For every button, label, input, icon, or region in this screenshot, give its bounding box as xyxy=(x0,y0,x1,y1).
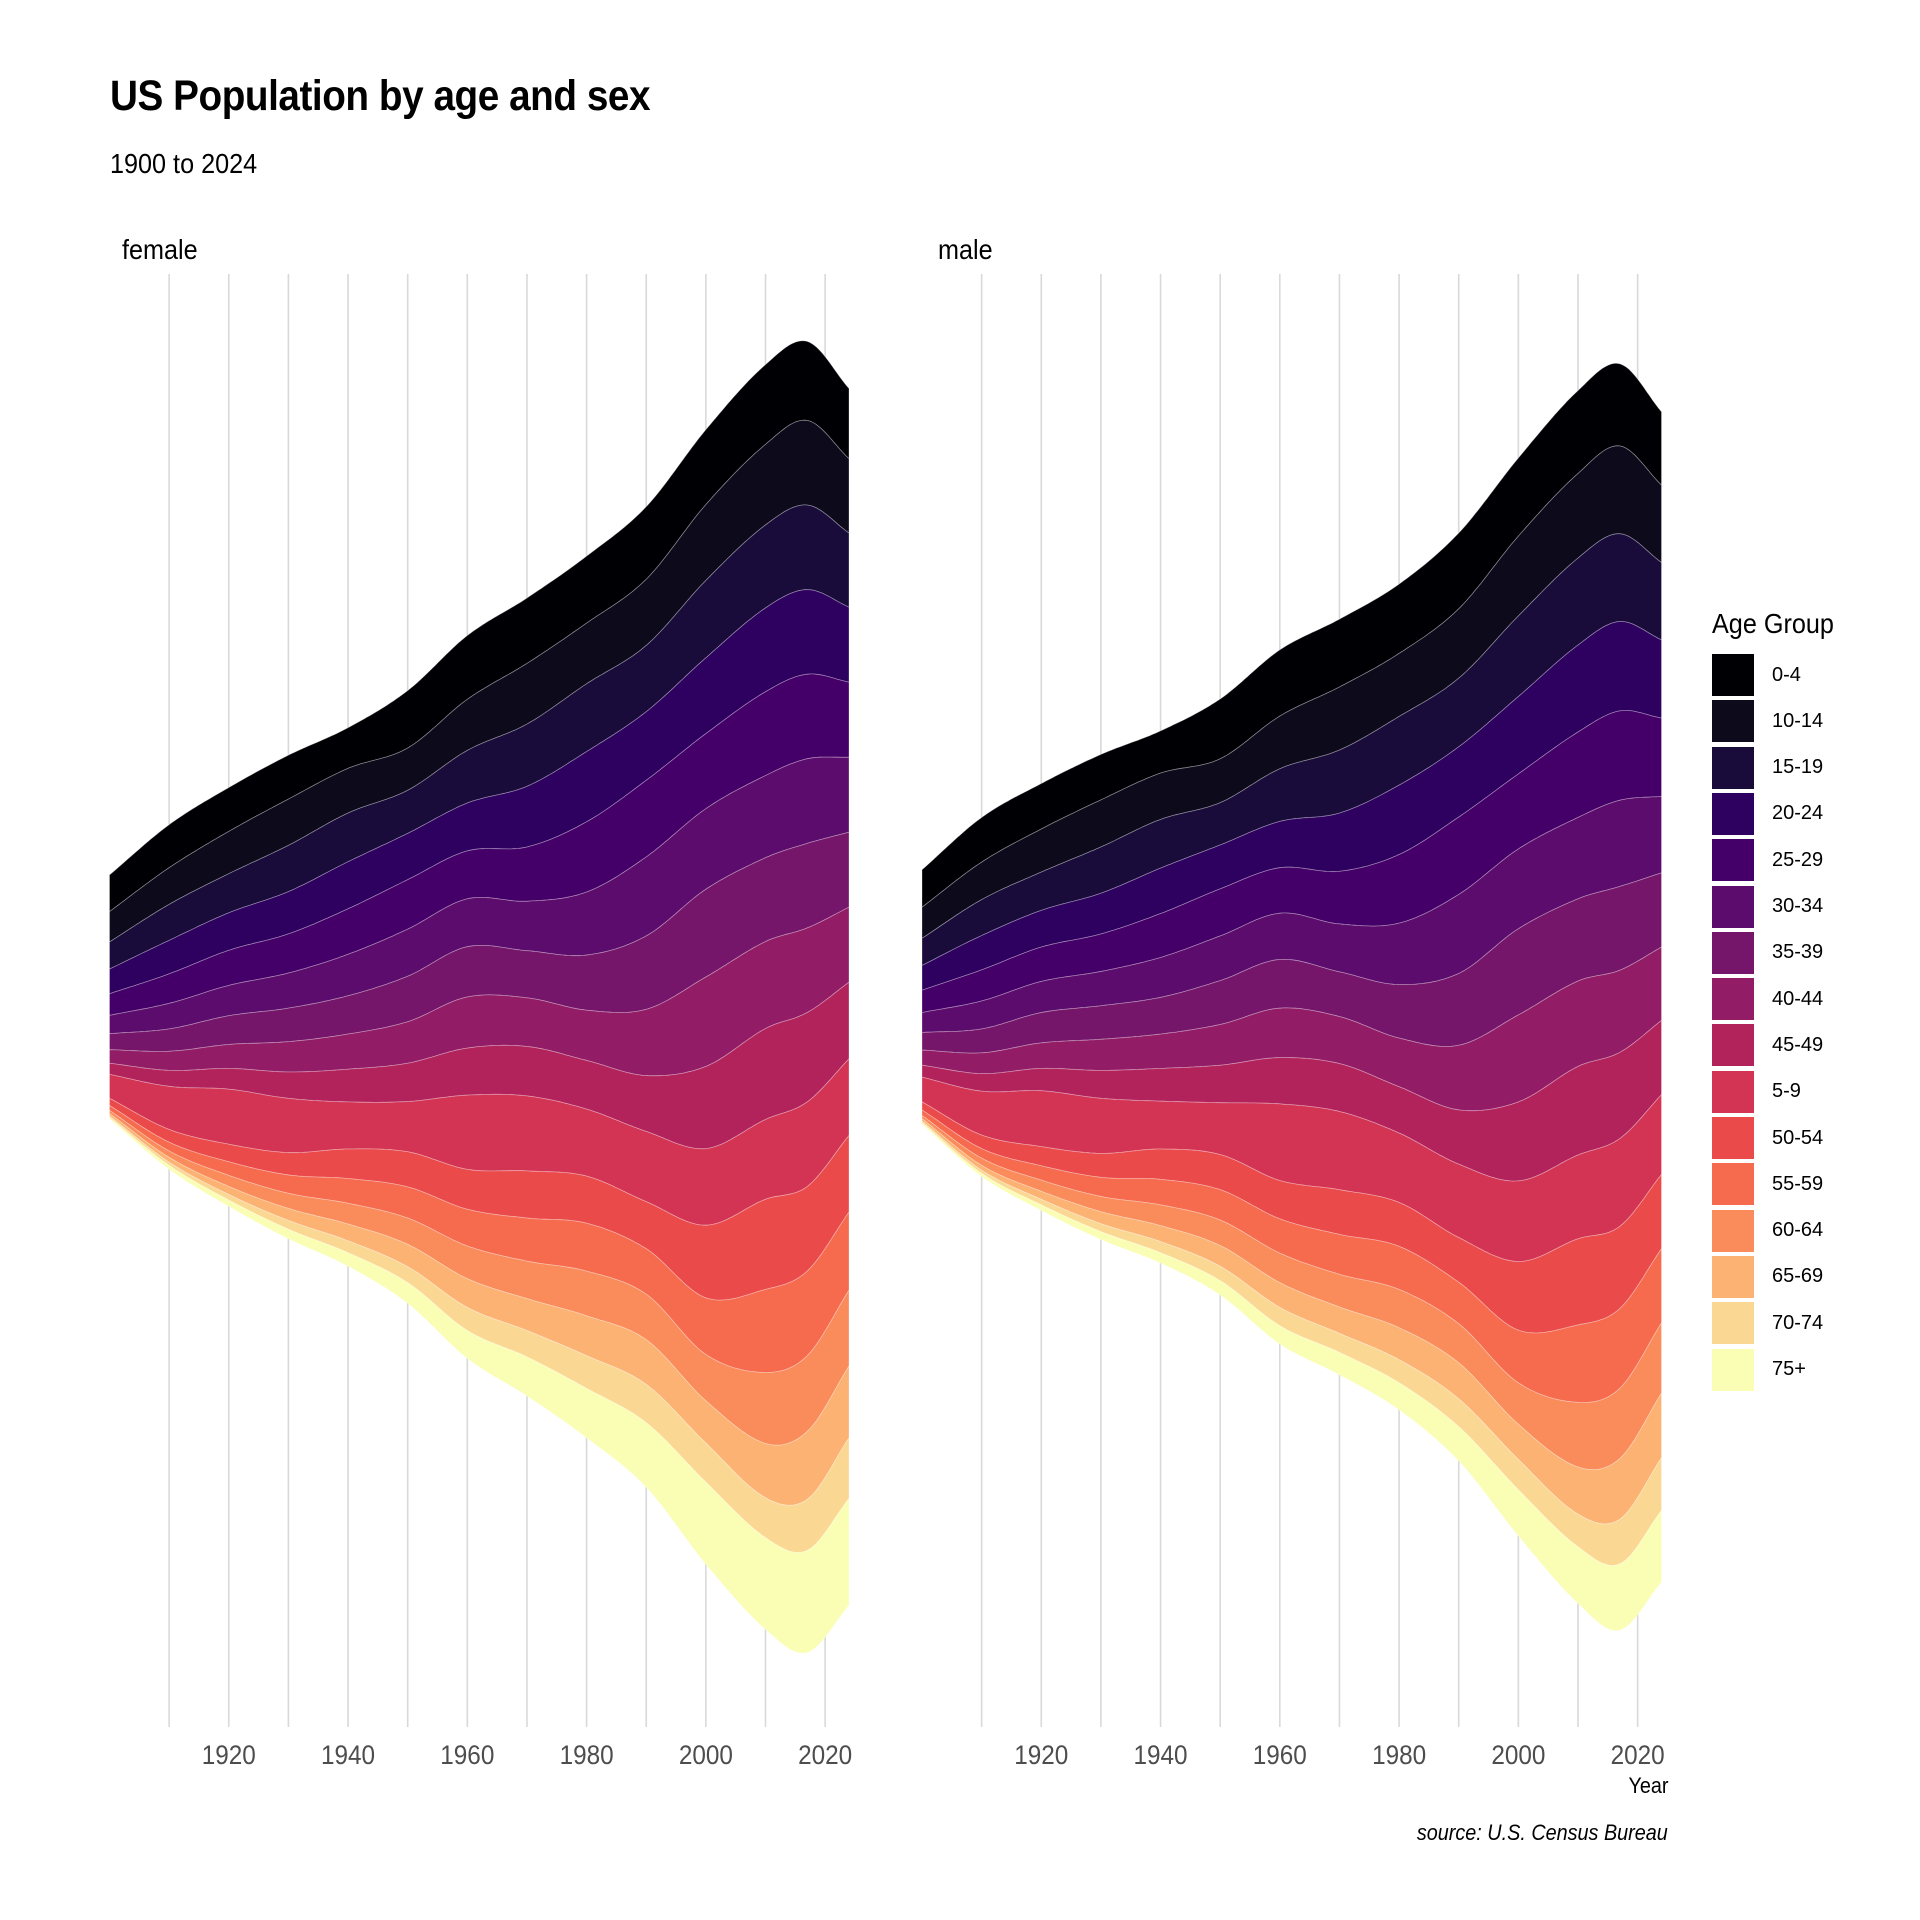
legend-item: 5-9 xyxy=(1712,1070,1801,1113)
legend-item: 0-4 xyxy=(1712,654,1801,696)
legend-label: 35-39 xyxy=(1772,941,1824,964)
chart-caption: source: U.S. Census Bureau xyxy=(1417,1820,1668,1845)
x-tick-label-1920: 1920 xyxy=(202,1741,256,1770)
legend-item: 65-69 xyxy=(1712,1255,1824,1298)
legend-item: 45-49 xyxy=(1712,1024,1824,1067)
legend-label: 75+ xyxy=(1772,1358,1806,1380)
x-tick-label-2020: 2020 xyxy=(1611,1741,1665,1770)
legend-label: 5-9 xyxy=(1772,1080,1801,1103)
legend-key-swatch xyxy=(1712,978,1754,1021)
x-tick-label-1940: 1940 xyxy=(321,1741,375,1770)
legend-key-swatch xyxy=(1712,654,1754,696)
legend-item: 20-24 xyxy=(1712,792,1824,835)
x-tick-label-2000: 2000 xyxy=(1491,1741,1545,1770)
x-axis-label: Year xyxy=(1627,1773,1668,1798)
legend-label: 10-14 xyxy=(1772,709,1824,732)
legend-key-swatch xyxy=(1712,931,1754,974)
legend-item: 30-34 xyxy=(1712,885,1824,928)
legend-item: 75+ xyxy=(1712,1348,1806,1391)
legend-label: 20-24 xyxy=(1772,802,1824,825)
chart-subtitle: 1900 to 2024 xyxy=(110,148,258,179)
legend-label: 65-69 xyxy=(1772,1265,1824,1288)
x-tick-label-1980: 1980 xyxy=(1372,1741,1426,1770)
panel-male: 1920 1940 1960 1980 2000 2020 xyxy=(921,274,1665,1770)
legend-label: 15-19 xyxy=(1772,756,1824,779)
x-tick-label-1940: 1940 xyxy=(1134,1741,1188,1770)
legend-key-swatch xyxy=(1712,1255,1754,1298)
x-tick-label-2020: 2020 xyxy=(798,1741,852,1770)
legend-label: 70-74 xyxy=(1772,1311,1824,1334)
x-tick-label-1960: 1960 xyxy=(1253,1741,1307,1770)
legend-label: 40-44 xyxy=(1772,987,1824,1010)
legend-key-swatch xyxy=(1712,792,1754,835)
legend-title: Age Group xyxy=(1712,608,1834,639)
legend-key-swatch xyxy=(1712,746,1754,789)
legend-label: 55-59 xyxy=(1772,1172,1824,1195)
legend-item: 10-14 xyxy=(1712,700,1824,743)
legend-key-swatch xyxy=(1712,700,1754,743)
legend-key-swatch xyxy=(1712,1163,1754,1206)
legend-label: 25-29 xyxy=(1772,848,1824,871)
legend-key-swatch xyxy=(1712,885,1754,928)
legend-item: 35-39 xyxy=(1712,931,1824,974)
legend-label: 45-49 xyxy=(1772,1033,1824,1056)
facet-label-female: female xyxy=(122,234,198,265)
x-tick-label-2000: 2000 xyxy=(679,1741,733,1770)
facet-label-male: male xyxy=(938,234,993,265)
legend-item: 50-54 xyxy=(1712,1117,1823,1159)
chart-title: US Population by age and sex xyxy=(110,72,651,120)
legend-item: 55-59 xyxy=(1712,1163,1824,1206)
legend-key-swatch xyxy=(1712,1209,1754,1252)
legend-label: 50-54 xyxy=(1772,1126,1824,1149)
legend-key-swatch xyxy=(1712,1070,1754,1113)
legend-item: 40-44 xyxy=(1712,978,1824,1021)
legend-key-swatch xyxy=(1712,1024,1754,1067)
legend-label: 60-64 xyxy=(1772,1219,1824,1242)
panel-female: 1920 1940 1960 1980 2000 2020 xyxy=(109,274,852,1770)
stream-female-75+ xyxy=(109,1116,850,1654)
legend-item: 70-74 xyxy=(1712,1302,1824,1345)
legend-item: 25-29 xyxy=(1712,839,1824,882)
legend-key-swatch xyxy=(1712,839,1754,882)
x-tick-label-1920: 1920 xyxy=(1014,1741,1068,1770)
stream-male-75+ xyxy=(921,1121,1662,1631)
legend-label: 30-34 xyxy=(1772,895,1824,917)
legend-key-swatch xyxy=(1712,1302,1754,1345)
legend-key-swatch xyxy=(1712,1117,1754,1159)
x-tick-label-1980: 1980 xyxy=(560,1741,614,1770)
legend-key-swatch xyxy=(1712,1348,1754,1391)
legend-item: 15-19 xyxy=(1712,746,1824,789)
x-tick-label-1960: 1960 xyxy=(440,1741,494,1770)
legend-item: 60-64 xyxy=(1712,1209,1824,1252)
legend-label: 0-4 xyxy=(1772,663,1801,686)
